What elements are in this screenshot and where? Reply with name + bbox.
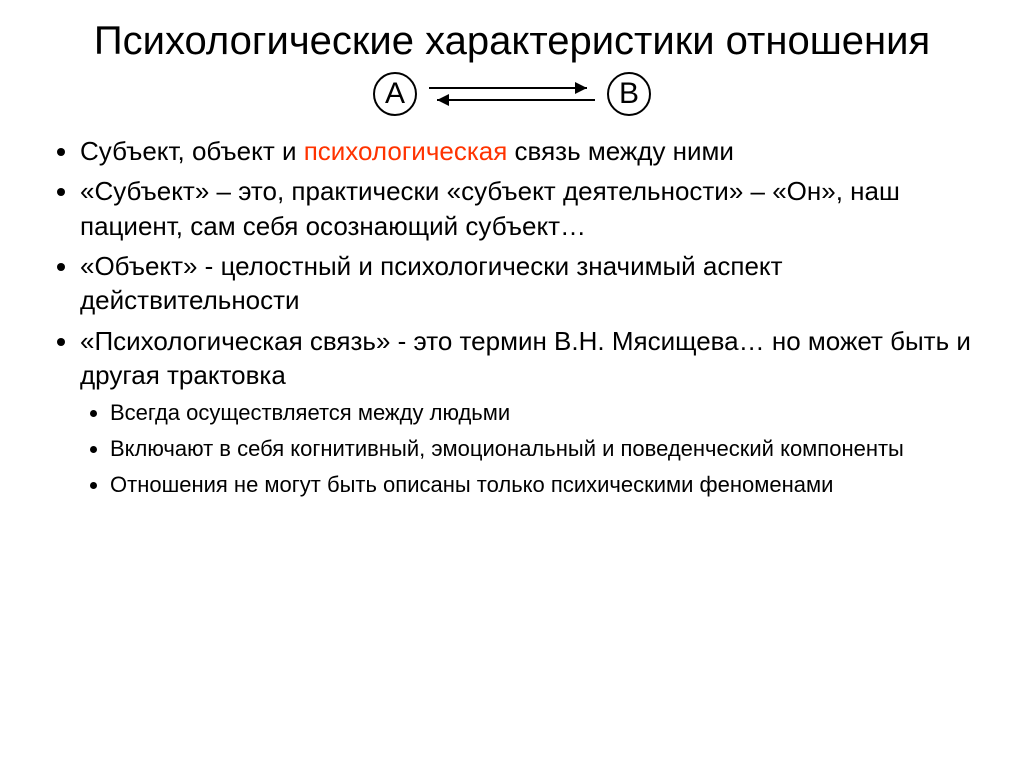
- arrows-svg: [417, 74, 607, 114]
- node-a: А: [373, 72, 417, 116]
- sub-bullet-list: Всегда осуществляется между людьми Включ…: [0, 398, 1024, 499]
- bullet-1-highlight: психологическая: [304, 136, 508, 166]
- bullet-2: «Субъект» – это, практически «субъект де…: [80, 174, 974, 243]
- bidirectional-arrows: [417, 74, 607, 114]
- bullet-1: Субъект, объект и психологическая связь …: [80, 134, 974, 168]
- bullet-1-pre: Субъект, объект и: [80, 136, 304, 166]
- bullet-1-post: связь между ними: [507, 136, 734, 166]
- sub-bullet-3: Отношения не могут быть описаны только п…: [110, 470, 1024, 500]
- bullet-3: «Объект» - целостный и психологически зн…: [80, 249, 974, 318]
- main-bullet-list: Субъект, объект и психологическая связь …: [50, 134, 974, 392]
- slide-title: Психологические характеристики отношения: [40, 18, 984, 64]
- sub-bullet-1: Всегда осуществляется между людьми: [110, 398, 1024, 428]
- bullet-4: «Психологическая связь» - это термин В.Н…: [80, 324, 974, 393]
- sub-bullet-2: Включают в себя когнитивный, эмоциональн…: [110, 434, 1024, 464]
- node-b: В: [607, 72, 651, 116]
- relation-diagram: А В: [0, 72, 1024, 116]
- slide-root: Психологические характеристики отношения…: [0, 0, 1024, 767]
